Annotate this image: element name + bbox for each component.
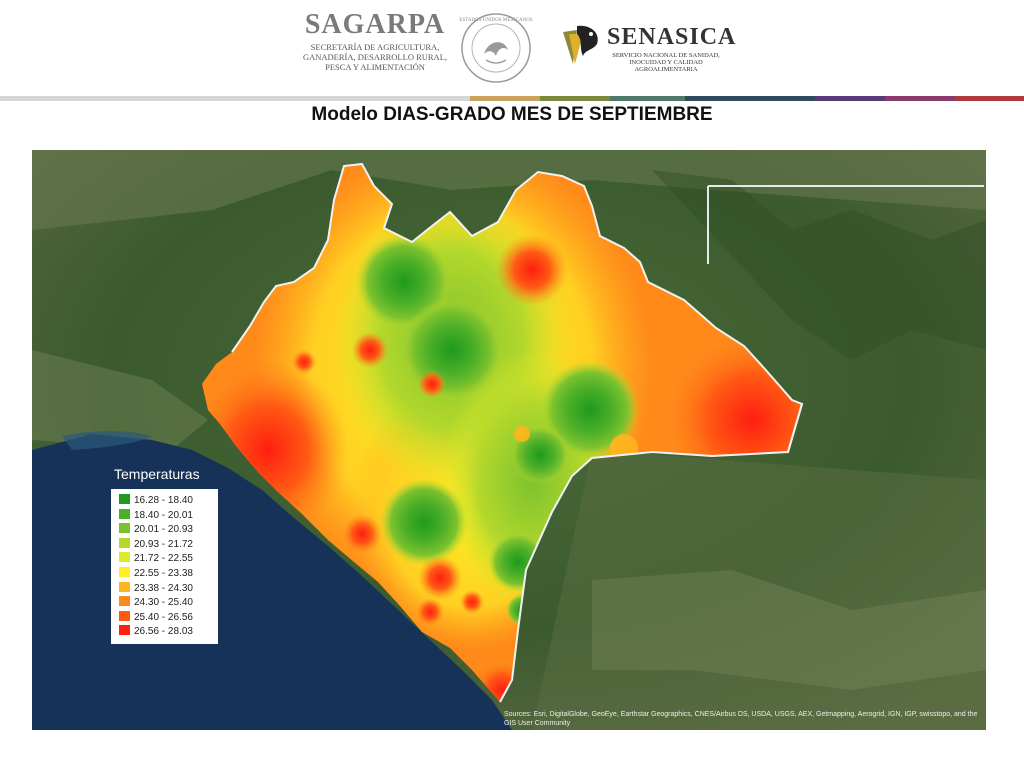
header-stripe-segment [955,96,1024,101]
senasica-name: SENASICA [607,24,737,50]
senasica-subtitle-line: AGROALIMENTARIA [634,66,698,73]
legend-swatch [119,581,130,592]
legend-label: 24.30 - 25.40 [134,597,193,609]
sagarpa-name: SAGARPA [304,9,446,40]
legend-label: 23.38 - 24.30 [134,582,193,594]
page-title: Modelo DIAS-GRADO MES DE SEPTIEMBRE [311,104,713,125]
header-stripe-segment [885,96,955,101]
sagarpa-logo: SAGARPA SECRETARÍA DE AGRICULTURA, GANAD… [300,10,450,82]
legend-label: 25.40 - 26.56 [134,611,193,623]
legend-item: 26.56 - 28.03 [119,625,193,638]
legend-label: 21.72 - 22.55 [134,553,193,565]
legend-label: 22.55 - 23.38 [134,568,193,579]
senasica-emblem-icon [563,25,598,64]
legend-swatch [119,508,130,519]
legend-item: 16.28 - 18.40 [119,494,193,507]
senasica-logo: SENASICA SERVICIO NACIONAL DE SANIDAD, I… [555,20,735,76]
temperature-map[interactable] [32,150,986,730]
senasica-subtitle-line: SERVICIO NACIONAL DE SANIDAD, [612,52,720,59]
legend-item: 24.30 - 25.40 [119,596,193,609]
senasica-subtitle-line: INOCUIDAD Y CALIDAD [629,59,703,66]
legend-swatch [119,610,130,621]
legend-item: 20.01 - 20.93 [119,523,193,536]
header-stripe-segment [0,96,470,101]
legend-label: 26.56 - 28.03 [134,626,193,638]
legend-item: 23.38 - 24.30 [119,581,193,595]
legend-item: 25.40 - 26.56 [119,610,193,624]
legend-item: 21.72 - 22.55 [119,552,193,565]
sagarpa-subtitle: SECRETARÍA DE AGRICULTURA, GANADERÍA, DE… [300,42,450,72]
senasica-subtitle: SERVICIO NACIONAL DE SANIDAD, INOCUIDAD … [607,52,725,73]
legend-swatch [119,596,130,607]
legend-swatch [119,567,130,577]
legend-label: 16.28 - 18.40 [134,495,193,506]
sagarpa-subtitle-line: GANADERÍA, DESARROLLO RURAL, [302,52,448,62]
legend-swatch [119,537,130,548]
legend-item: 22.55 - 23.38 [119,567,193,580]
legend-item: 20.93 - 21.72 [119,537,193,551]
legend-swatch [119,494,130,504]
legend-label: 20.93 - 21.72 [134,538,193,550]
header-stripe-segment [685,96,815,101]
mexico-seal-icon: ESTADOS UNIDOS MEXICANOS [458,10,534,86]
header: SAGARPA SECRETARÍA DE AGRICULTURA, GANAD… [0,0,1024,96]
header-stripe-segment [610,96,685,101]
header-stripe-segment [470,96,540,101]
legend: 16.28 - 18.40 18.40 - 20.01 20.01 - 20.93 2… [111,489,218,644]
header-stripe-segment [540,96,610,101]
seal-text: ESTADOS UNIDOS MEXICANOS [459,18,532,23]
legend-label: 18.40 - 20.01 [134,509,193,521]
legend-swatch [119,523,130,534]
map-attribution: Sources: Esri, DigitalGlobe, GeoEye, Ear… [504,711,978,727]
state-border [231,162,804,703]
sagarpa-subtitle-line: PESCA Y ALIMENTACIÓN [325,62,425,72]
header-stripe-segment [815,96,885,101]
legend-label: 20.01 - 20.93 [134,524,193,536]
sagarpa-subtitle-line: SECRETARÍA DE AGRICULTURA, [310,42,440,52]
legend-swatch [119,552,130,563]
legend-item: 18.40 - 20.01 [119,508,193,522]
legend-title: Temperaturas [114,466,200,482]
legend-swatch [119,625,130,636]
